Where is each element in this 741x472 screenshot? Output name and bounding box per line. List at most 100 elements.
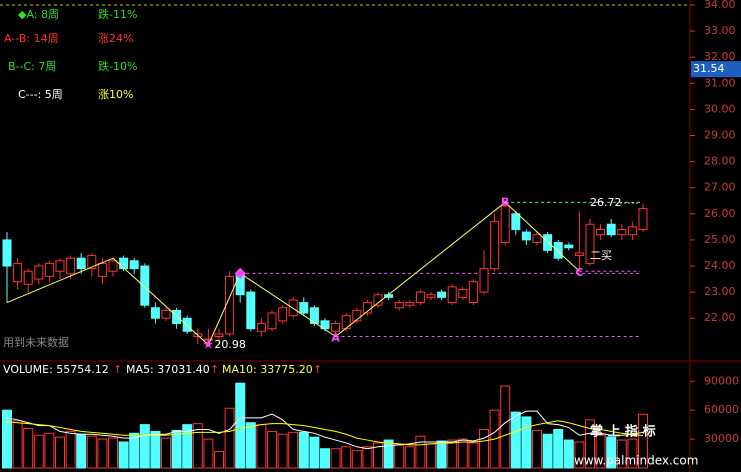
volume-bar — [426, 443, 436, 469]
legend-label: A--B: 14周 — [4, 32, 59, 45]
header-arrow: ↑ — [113, 363, 122, 376]
y-tick-label: 27.00 — [704, 181, 736, 194]
volume-bar — [23, 427, 34, 469]
candle-body — [543, 234, 553, 251]
candle-body — [87, 255, 97, 270]
candle-body — [447, 286, 457, 304]
candle-body — [479, 268, 489, 293]
candle-body — [574, 252, 584, 257]
volume-bar — [351, 450, 362, 469]
candle-body — [405, 302, 415, 306]
y-tick-label: 23.00 — [704, 285, 736, 298]
candle-body — [13, 262, 23, 283]
volume-bar — [298, 431, 309, 469]
candle-body — [564, 244, 574, 249]
volume-bar — [267, 430, 277, 469]
candle-body — [129, 260, 139, 270]
volume-bar — [86, 435, 97, 469]
y-tick-label: 22.00 — [704, 311, 736, 324]
candle-body — [246, 291, 256, 330]
volume-bar — [404, 446, 415, 469]
y-tick-label: 34.00 — [704, 0, 736, 11]
candle-body — [2, 239, 12, 267]
candle-body — [596, 228, 606, 236]
candle-body — [320, 320, 330, 330]
volume-bar — [277, 433, 288, 469]
volume-bar — [415, 435, 426, 469]
volume-header: VOLUME: 55754.12 — [3, 363, 109, 376]
candle-body — [182, 317, 192, 332]
y-tick-label: 30000 — [704, 432, 739, 445]
volume-bar — [447, 439, 458, 469]
candle-body — [490, 221, 500, 270]
candle-body — [521, 231, 531, 241]
candle-body — [108, 260, 118, 272]
candle-body — [140, 265, 150, 306]
volume-bar — [118, 441, 129, 469]
volume-bar — [320, 448, 330, 469]
volume-bar — [542, 433, 553, 469]
candle-body — [627, 226, 637, 236]
candle-body — [532, 234, 542, 244]
volume-bar — [553, 428, 564, 469]
candle-body — [426, 294, 436, 298]
y-tick-label: 31.00 — [704, 76, 736, 89]
candle-body — [606, 223, 616, 236]
star-marker: ★ — [202, 337, 214, 352]
legend-change: 跌-11% — [98, 7, 137, 21]
volume-bar — [161, 437, 171, 469]
price-box — [691, 61, 741, 78]
candle-body — [97, 262, 107, 277]
candle-body — [225, 275, 235, 335]
candle-body — [203, 338, 213, 341]
volume-bar — [362, 446, 373, 469]
volume-bar — [224, 407, 235, 469]
candle-body — [500, 205, 510, 244]
volume-bar — [214, 451, 224, 469]
volume-bar — [500, 385, 511, 469]
ma-line — [6, 420, 644, 446]
candle-body — [341, 315, 351, 330]
volume-header: MA10: 33775.20 — [222, 363, 313, 376]
candle-body — [172, 309, 182, 324]
volume-bar — [606, 436, 617, 469]
volume-bar — [256, 424, 267, 469]
watermark-url: www.palmindex.com — [574, 454, 698, 468]
volume-bar — [563, 439, 574, 469]
volume-bar — [33, 434, 44, 469]
volume-bar — [341, 446, 352, 469]
y-tick-label: 30.00 — [704, 102, 736, 115]
y-tick-label: 60000 — [704, 403, 739, 416]
price-box-label: 31.54 — [693, 62, 725, 75]
header-arrow: ↑ — [210, 363, 219, 376]
header-arrow: ↑ — [313, 363, 322, 376]
volume-bar — [97, 438, 108, 469]
candle-body — [267, 312, 277, 330]
candle-body — [437, 291, 447, 298]
volume-bar — [129, 432, 140, 469]
point-label: B — [501, 195, 509, 208]
volume-bar — [108, 437, 118, 469]
candle-body — [617, 228, 627, 236]
candle-body — [150, 307, 160, 319]
candle-body — [34, 265, 44, 280]
legend-change: 涨10% — [98, 88, 133, 101]
volume-bar — [2, 409, 12, 469]
volume-bar — [192, 423, 203, 469]
signal-label: 二买 — [590, 249, 612, 262]
legend-change: 跌-10% — [98, 59, 137, 73]
volume-bar — [150, 430, 161, 469]
candle-body — [44, 262, 54, 277]
volume-bar — [65, 430, 76, 469]
volume-bar — [595, 434, 606, 469]
volume-bar — [574, 441, 585, 469]
volume-bar — [457, 438, 468, 469]
volume-bar — [182, 424, 193, 469]
candle-body — [415, 291, 425, 304]
diamond-marker — [234, 267, 246, 279]
candle-body — [309, 307, 319, 324]
y-tick-label: 90000 — [704, 374, 739, 387]
volume-bar — [510, 411, 521, 469]
candle-body — [352, 309, 362, 322]
